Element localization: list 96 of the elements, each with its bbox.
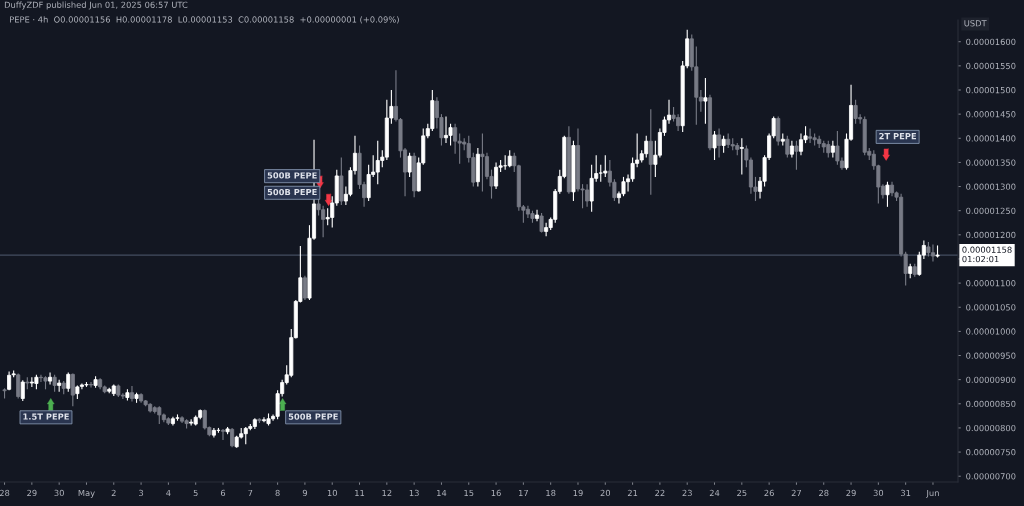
x-tick-label: 18: [546, 489, 556, 497]
chart-title: DuffyZDF published Jun 01, 2025 06:57 UTC: [4, 1, 188, 10]
candlestick: [776, 115, 781, 147]
x-tick-label: 11: [355, 489, 365, 496]
x-tick-label: 19: [573, 489, 583, 497]
annotation: 2T PEPE: [879, 133, 917, 140]
x-tick-label: 25: [737, 489, 747, 497]
candlestick: [48, 371, 53, 386]
x-tick-label: 24: [709, 489, 720, 496]
x-tick-label: 5: [193, 489, 198, 497]
y-tick-label: 0.00001400: [966, 135, 1016, 142]
x-tick-label: 8: [275, 489, 280, 497]
x-tick-label: Jun: [926, 489, 939, 498]
x-tick-label: 12: [382, 489, 392, 496]
chart-subtitle: PEPE · 4h O0.00001156 H0.00001178 L0.00001153 C0.00001158 +0.00000001 (+0.09%): [10, 16, 399, 24]
y-tick-label: 0.00001050: [966, 304, 1016, 311]
x-tick-label: 29: [27, 489, 37, 497]
x-tick-label: 4: [166, 489, 171, 496]
x-tick-label: 7: [248, 489, 253, 496]
candlestick: [853, 99, 858, 125]
annotation: 1.5T PEPE: [23, 413, 69, 420]
y-tick-label: 0.00001250: [966, 207, 1016, 214]
x-tick-label: May: [78, 489, 95, 498]
y-tick-label: 0.00000800: [966, 424, 1016, 432]
annotation: 500B PEPE: [267, 188, 317, 196]
y-tick-label: 0.00001350: [966, 159, 1016, 166]
candlestick: [302, 275, 307, 301]
y-tick-label: 0.00000900: [966, 376, 1016, 383]
x-tick-label: 17: [518, 489, 528, 496]
candlestick: [66, 371, 71, 393]
x-tick-label: 23: [682, 489, 692, 497]
x-tick-label: 6: [220, 489, 226, 497]
x-tick-label: 3: [139, 489, 144, 497]
y-tick-label: 0.00001000: [966, 328, 1016, 335]
candlestick: [544, 222, 549, 237]
candlestick: [189, 418, 194, 427]
x-tick-label: 13: [409, 489, 419, 497]
candlestick: [712, 130, 717, 161]
candlestick: [70, 372, 75, 407]
x-tick-label: 16: [491, 489, 501, 497]
y-axis-title: USDT: [964, 20, 987, 27]
y-tick-label: 0.00001600: [966, 38, 1016, 46]
y-tick-label: 0.00001100: [966, 280, 1016, 287]
candlestick: [20, 379, 25, 402]
x-tick-label: 15: [464, 489, 474, 497]
candlestick: [808, 128, 813, 144]
x-tick-label: 31: [901, 489, 911, 497]
candlestick: [930, 243, 935, 262]
candlestick: [703, 77, 708, 125]
candlestick: [589, 164, 594, 213]
candlestick: [835, 130, 840, 166]
candlestick: [480, 132, 485, 192]
x-tick-label: 21: [627, 489, 638, 496]
x-tick-label: 2: [111, 489, 116, 496]
candlestick: [220, 428, 226, 441]
candlestick: [230, 427, 235, 448]
x-tick-label: 29: [846, 489, 856, 497]
y-tick-label: 0.00000700: [966, 473, 1016, 480]
x-tick-label: 14: [437, 489, 447, 496]
y-tick-label: 0.00001500: [966, 86, 1016, 94]
candlestick: [717, 128, 722, 159]
candlestick: [89, 381, 94, 388]
x-tick-label: 20: [600, 489, 611, 497]
ref-line-label: 0.00001158 01:02:01: [962, 246, 1012, 263]
y-tick-label: 0.00000750: [966, 449, 1016, 456]
candlestick: [443, 115, 449, 144]
x-tick-label: 27: [791, 489, 802, 496]
x-tick-label: 9: [302, 489, 307, 497]
candlestick: [603, 154, 608, 178]
x-tick-label: 28: [0, 489, 10, 497]
candlestick: [16, 372, 21, 400]
y-tick-label: 0.00001200: [966, 231, 1016, 239]
candlestick: [494, 161, 499, 190]
y-tick-label: 0.00001550: [966, 62, 1016, 70]
candlestick: [794, 140, 799, 171]
candlestick: [366, 164, 371, 202]
candlestick: [407, 152, 412, 178]
x-tick-label: 10: [327, 489, 337, 497]
candlestick: [129, 385, 134, 402]
y-tick-label: 0.00000950: [966, 352, 1016, 359]
candlestick: [785, 135, 790, 159]
x-tick-label: 22: [655, 489, 665, 496]
annotation: 500B PEPE: [267, 172, 317, 179]
candlestick: [535, 209, 540, 222]
candlestick: [453, 123, 458, 155]
y-tick-label: 0.00000850: [966, 400, 1016, 408]
candlestick: [739, 137, 744, 176]
y-tick-label: 0.00001450: [966, 111, 1016, 118]
candlestick: [885, 181, 890, 208]
x-tick-label: 30: [873, 489, 884, 497]
x-tick-label: 28: [819, 489, 829, 497]
x-tick-label: 26: [764, 489, 774, 497]
candlestick: [648, 108, 653, 196]
x-tick-label: 30: [54, 489, 64, 497]
y-tick-label: 0.00001300: [966, 183, 1016, 190]
annotation: 500B PEPE: [288, 413, 338, 420]
